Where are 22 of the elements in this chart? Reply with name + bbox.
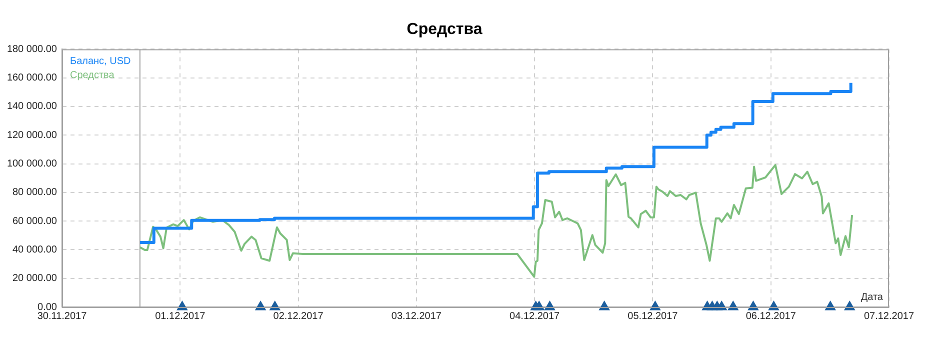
- text: Баланс, USD: [70, 56, 131, 67]
- x-axis-title: Дата: [860, 292, 884, 303]
- y-tick-label: 20 000.00: [12, 273, 58, 284]
- y-tick-label: 60 000.00: [12, 216, 58, 227]
- y-tick-label: 80 000.00: [12, 187, 58, 198]
- x-tick-label: 07.12.2017: [864, 310, 914, 322]
- x-tick-label: 30.11.2017: [37, 310, 88, 322]
- y-tick-label: 180 000.00: [6, 44, 58, 55]
- y-tick-label: 100 000.00: [6, 158, 58, 170]
- x-tick-label: 03.12.2017: [391, 310, 442, 322]
- x-tick-label: 01.12.2017: [155, 310, 206, 322]
- y-tick-label: 160 000.00: [6, 72, 58, 84]
- y-tick-label: 120 000.00: [6, 130, 58, 141]
- text: Средства: [70, 70, 115, 81]
- x-tick-label: 02.12.2017: [273, 310, 324, 322]
- y-tick-label: 40 000.00: [12, 244, 58, 256]
- x-tick-label: 06.12.2017: [746, 310, 796, 322]
- x-tick-label: 04.12.2017: [510, 310, 560, 322]
- x-tick-label: 05.12.2017: [628, 310, 678, 322]
- y-tick-label: 140 000.00: [6, 101, 58, 112]
- chart-title: Средства: [406, 21, 482, 38]
- y-tick-label: 0.00: [38, 302, 58, 313]
